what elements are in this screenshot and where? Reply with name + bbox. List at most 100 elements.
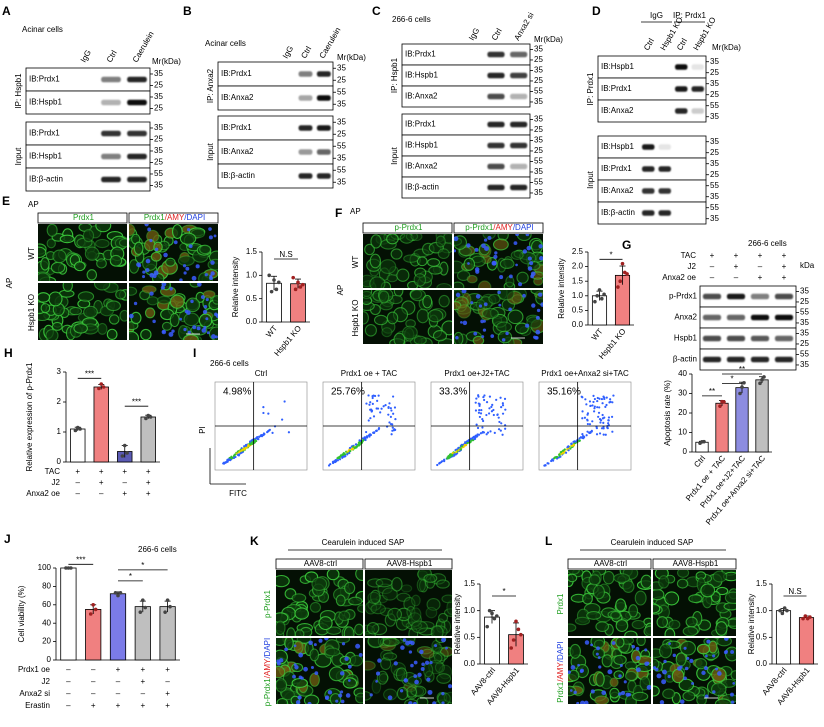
nucleus: [527, 266, 533, 271]
row-header: p-Prdx1: [263, 589, 272, 618]
event: [230, 457, 233, 460]
cell: [431, 625, 448, 636]
condition-label: Anxa2 si: [19, 689, 50, 698]
micrograph-texture: [568, 570, 651, 636]
cell: [435, 235, 446, 248]
cell: [602, 570, 615, 585]
row-label: IB:Prdx1: [221, 123, 252, 132]
blot-row: [217, 163, 334, 189]
micrograph-texture: [454, 290, 543, 344]
y-axis-label: Apoptosis rate (%): [663, 380, 672, 446]
cell: [613, 573, 631, 583]
marker-label: 35: [710, 57, 719, 66]
cell: [624, 630, 638, 636]
lane-label: Ctrl: [299, 45, 313, 60]
nucleus: [623, 680, 627, 684]
blot-band: [750, 356, 770, 363]
lane-label: IgG: [467, 26, 481, 42]
cell: [499, 258, 515, 269]
lane-label: Ctrl: [490, 27, 504, 42]
data-point: [298, 285, 303, 289]
column-header-box: [362, 222, 453, 234]
marker-label: 35: [710, 192, 719, 201]
cell: [586, 611, 602, 620]
blot-band: [101, 76, 121, 83]
nucleus: [618, 692, 622, 696]
cell: [83, 305, 98, 319]
nucleus: [723, 650, 728, 655]
row-header-part: Prdx1: [556, 681, 565, 702]
nucleus: [441, 638, 446, 643]
nucleus: [497, 290, 501, 295]
cell: [161, 321, 172, 331]
cell: [280, 689, 295, 701]
cell: [276, 665, 286, 679]
y-axis-label: Relative expression of p-Prdx1: [25, 362, 34, 471]
axis-label: FITC: [229, 489, 247, 498]
column-header-box: [275, 558, 364, 570]
data-point: [118, 591, 123, 595]
row-label: IB:Prdx1: [405, 50, 436, 59]
header-group: IP: Prdx1: [673, 11, 706, 20]
blot-row: [401, 176, 531, 199]
event: [552, 459, 555, 462]
blot-band: [691, 64, 705, 70]
cell: [335, 594, 346, 607]
unit-label: Mr(kDa): [337, 53, 366, 62]
event: [254, 439, 257, 442]
nucleus: [480, 319, 484, 324]
nucleus: [686, 656, 690, 660]
event: [504, 427, 507, 430]
cell: [396, 268, 410, 282]
nucleus: [163, 252, 168, 258]
data-point: [620, 261, 625, 266]
cell: [169, 294, 185, 309]
plot-title: Ctrl: [255, 369, 268, 378]
event: [390, 433, 393, 436]
event: [388, 402, 391, 405]
blot-band: [127, 130, 147, 137]
condition-sign: +: [140, 665, 145, 674]
nucleus: [481, 335, 485, 339]
condition-sign: +: [758, 273, 763, 282]
nucleus: [129, 313, 134, 319]
row-header-part: /DAPI: [263, 638, 272, 659]
data-point: [91, 603, 95, 607]
event: [482, 419, 485, 423]
y-tick-label: 0: [57, 457, 62, 466]
cell: [417, 621, 435, 630]
nucleus: [460, 320, 463, 324]
nucleus: [318, 638, 323, 643]
data-point: [116, 593, 120, 598]
event: [570, 442, 573, 445]
bar: [140, 416, 156, 463]
y-tick-label: 30: [678, 389, 687, 398]
blot-band: [127, 176, 147, 183]
panel-letter: C: [372, 4, 381, 18]
cell: [477, 280, 492, 288]
data-point: [618, 279, 622, 284]
row-label: IB:β-actin: [221, 171, 255, 180]
y-tick-label: 40: [42, 618, 51, 627]
marker-label: 35: [154, 92, 163, 101]
nucleus: [420, 666, 425, 671]
nucleus: [213, 234, 217, 238]
nucleus: [427, 689, 433, 695]
condition-label: J2: [42, 677, 51, 686]
nucleus: [183, 327, 187, 332]
event: [546, 462, 549, 465]
nucleus: [432, 701, 437, 704]
nucleus: [210, 260, 215, 265]
nucleus: [448, 684, 452, 689]
cell: [198, 272, 211, 281]
cell: [382, 638, 399, 648]
nucleus: [635, 667, 641, 673]
event: [446, 457, 449, 460]
blot-band: [674, 108, 688, 114]
nucleus: [348, 679, 351, 682]
cell: [497, 290, 515, 301]
cell: [708, 640, 718, 654]
significance-label: **: [709, 387, 715, 396]
blot-band: [101, 99, 121, 106]
cell: [379, 639, 397, 652]
